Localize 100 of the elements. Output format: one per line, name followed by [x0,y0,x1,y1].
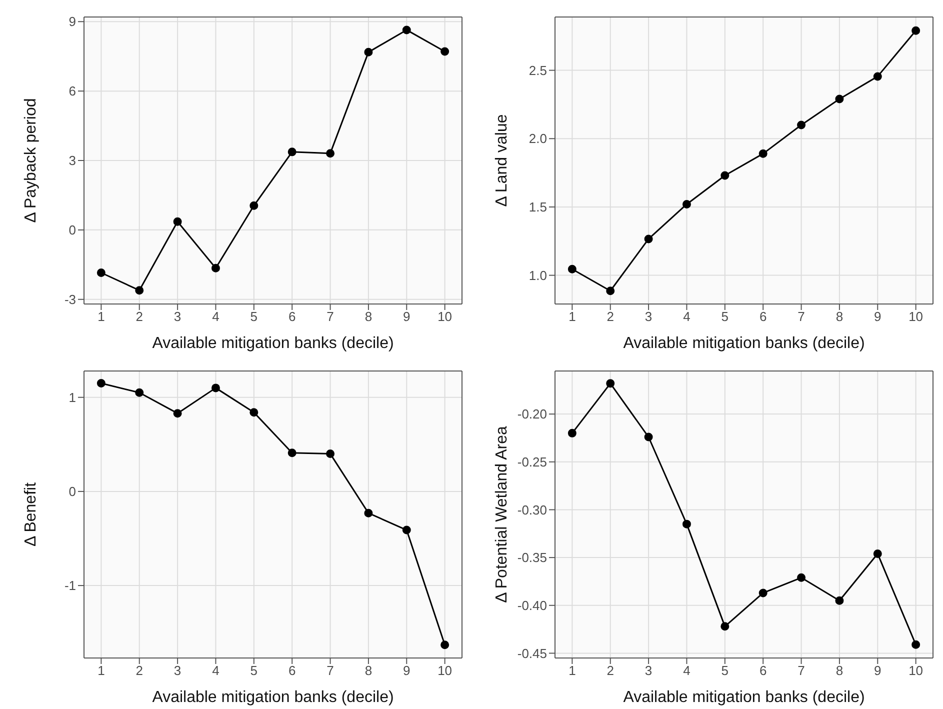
x-tick-label: 9 [403,309,410,324]
x-tick-label: 9 [403,663,410,678]
x-tick-label: 2 [606,663,614,678]
x-tick-label: 6 [759,663,767,678]
point [288,448,296,458]
y-axis-title: Δ Land value [494,114,511,207]
point [364,508,373,518]
x-tick-label: 5 [250,309,258,324]
point [211,264,220,272]
point [606,379,615,388]
y-tick-label: 3 [68,153,76,168]
x-tick-label: 3 [174,663,182,678]
x-tick-label: 10 [908,663,924,678]
x-tick-label: 1 [568,309,576,324]
point [568,264,576,274]
x-tick-label: 4 [683,663,690,678]
point [326,450,335,458]
point [402,26,411,34]
x-tick-label: 9 [874,663,882,678]
y-tick-label: -0.40 [517,598,547,613]
point [682,200,691,208]
point [835,94,844,104]
x-tick-label: 3 [174,309,182,324]
x-axis-title: Available mitigation banks (decile) [152,335,394,352]
x-tick-label: 2 [136,663,143,678]
point [250,408,258,417]
y-tick-label: 1.5 [528,200,547,215]
x-tick-label: 1 [98,309,105,324]
point [758,149,768,158]
x-tick-label: 10 [438,309,452,324]
x-tick-label: 9 [874,309,882,324]
x-tick-label: 2 [606,309,614,324]
point [720,171,730,180]
x-axis-title: Available mitigation banks (decile) [623,335,865,352]
x-tick-label: 7 [798,663,805,678]
point [440,47,450,56]
point [135,286,144,295]
x-tick-label: 6 [288,663,296,678]
y-tick-label: 6 [68,84,76,99]
point [797,573,806,582]
y-tick-label: -0.30 [517,502,547,518]
point [835,596,844,605]
point [912,640,920,649]
x-tick-label: 5 [721,309,729,324]
x-tick-label: 2 [136,309,143,324]
y-tick-label: -0.35 [517,550,547,566]
point [720,622,730,631]
x-tick-label: 1 [568,663,576,678]
point [96,378,106,388]
x-tick-label: 1 [98,663,105,678]
y-axis-title: Δ Potential Wetland Area [494,426,511,603]
y-tick-label: 0 [68,222,76,238]
x-tick-label: 3 [644,663,652,678]
y-axis-title: Δ Benefit [22,482,40,547]
y-tick-label: 2.0 [528,131,547,146]
point [758,588,768,598]
point [797,120,806,130]
point [644,432,653,442]
x-tick-label: 6 [288,309,296,324]
x-tick-label: 8 [836,663,844,678]
point [326,149,335,158]
point [873,549,882,558]
y-tick-label: -0.25 [517,454,547,470]
x-tick-label: 3 [644,309,652,324]
point [211,384,220,392]
x-tick-label: 8 [364,309,372,324]
x-tick-label: 8 [836,309,844,324]
x-tick-label: 4 [683,309,690,324]
point [644,234,653,244]
y-tick-label: 1.0 [528,268,547,283]
y-tick-label: 1 [68,390,76,405]
x-tick-label: 10 [438,663,452,678]
point [288,148,296,156]
x-tick-label: 4 [212,663,220,678]
y-tick-label: 9 [68,14,76,30]
x-tick-label: 8 [364,663,372,678]
point [568,428,576,438]
x-tick-label: 7 [326,309,334,324]
point [402,526,411,534]
y-tick-label: -0.20 [517,406,547,422]
point [96,268,106,278]
point [173,409,182,418]
x-tick-label: 4 [212,309,220,324]
y-axis-title: Δ Payback period [22,98,40,223]
x-tick-label: 7 [798,309,805,324]
y-tick-label: -0.45 [517,646,547,661]
y-tick-label: -1 [64,578,76,594]
point [912,26,920,35]
x-axis-title: Available mitigation banks (decile) [152,689,394,706]
point [440,640,450,650]
x-tick-label: 6 [759,309,767,324]
y-tick-label: 2.5 [528,62,547,78]
point [173,217,182,226]
point [682,520,691,528]
y-tick-label: 0 [68,484,76,500]
y-tick-label: -3 [64,292,76,307]
point [364,48,373,56]
x-tick-label: 10 [908,309,924,324]
point [135,388,144,397]
x-tick-label: 5 [721,663,729,678]
